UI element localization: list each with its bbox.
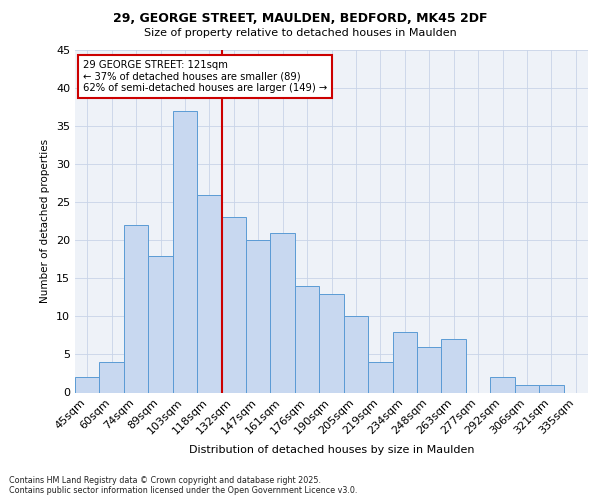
Text: 29 GEORGE STREET: 121sqm
← 37% of detached houses are smaller (89)
62% of semi-d: 29 GEORGE STREET: 121sqm ← 37% of detach… xyxy=(83,60,327,94)
Bar xyxy=(344,316,368,392)
Bar xyxy=(173,111,197,392)
Bar xyxy=(100,362,124,392)
Bar xyxy=(417,347,442,393)
Bar xyxy=(442,339,466,392)
Bar xyxy=(221,218,246,392)
Bar xyxy=(246,240,271,392)
Text: Contains HM Land Registry data © Crown copyright and database right 2025.
Contai: Contains HM Land Registry data © Crown c… xyxy=(9,476,358,495)
Text: Size of property relative to detached houses in Maulden: Size of property relative to detached ho… xyxy=(143,28,457,38)
Bar xyxy=(319,294,344,392)
X-axis label: Distribution of detached houses by size in Maulden: Distribution of detached houses by size … xyxy=(189,444,474,454)
Bar xyxy=(295,286,319,393)
Bar xyxy=(124,225,148,392)
Bar xyxy=(148,256,173,392)
Bar xyxy=(515,385,539,392)
Text: 29, GEORGE STREET, MAULDEN, BEDFORD, MK45 2DF: 29, GEORGE STREET, MAULDEN, BEDFORD, MK4… xyxy=(113,12,487,26)
Bar xyxy=(539,385,563,392)
Bar xyxy=(197,194,221,392)
Bar xyxy=(368,362,392,392)
Bar xyxy=(75,378,100,392)
Y-axis label: Number of detached properties: Number of detached properties xyxy=(40,139,50,304)
Bar xyxy=(271,232,295,392)
Bar xyxy=(490,378,515,392)
Bar xyxy=(392,332,417,392)
